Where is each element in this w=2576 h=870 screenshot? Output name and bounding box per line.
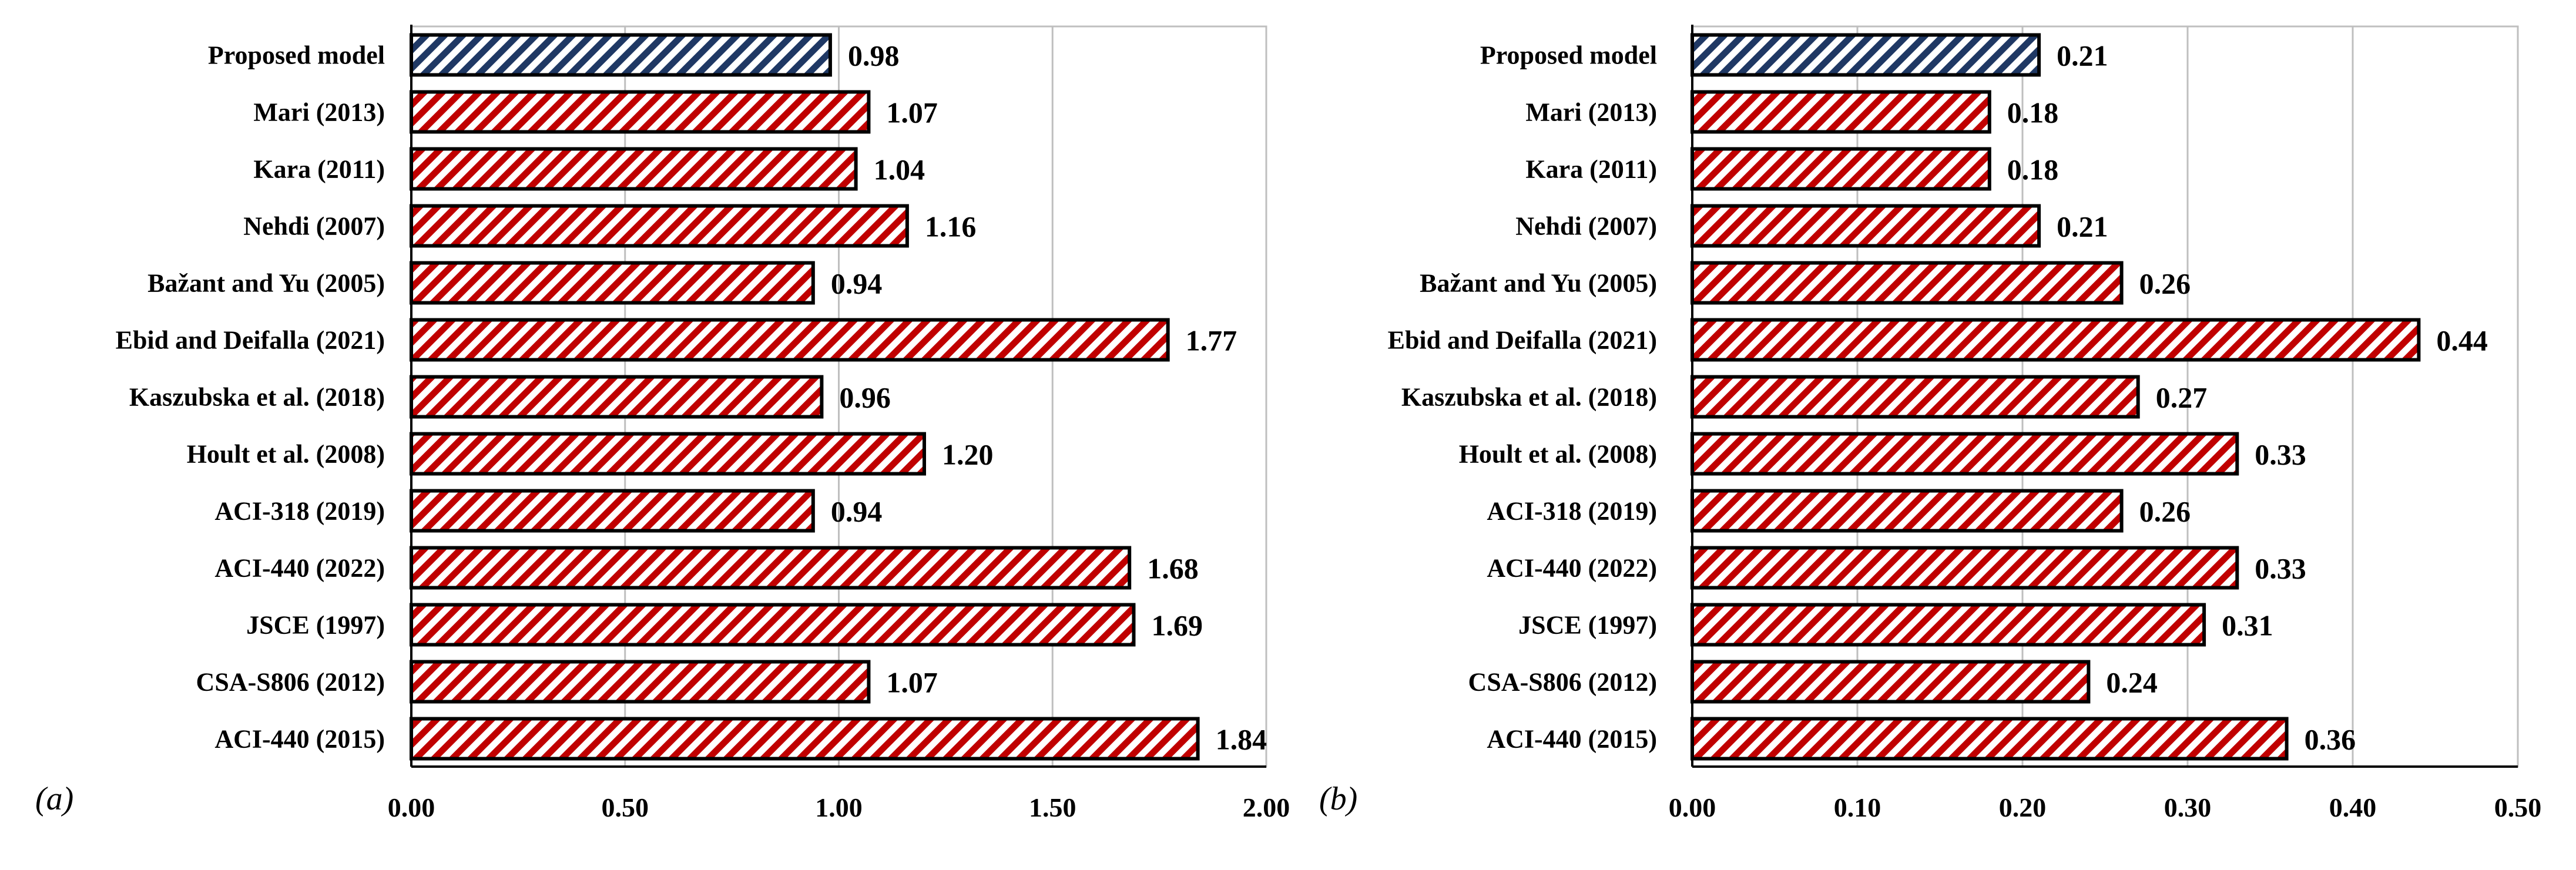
category-label: Mari (2013) (1525, 98, 1657, 127)
data-label: 0.33 (2255, 438, 2306, 471)
bar (1690, 147, 1991, 191)
data-label: 1.16 (925, 210, 977, 243)
category-label: CSA-S806 (2012) (196, 668, 385, 697)
chart-panel-a: 0.00 0.50 1.00 1.50 2.00 Proposed model 0.98 Ma… (35, 25, 1290, 822)
bar (410, 603, 1136, 647)
data-label: 1.84 (1216, 723, 1267, 756)
bar (1690, 204, 2041, 248)
bar (410, 717, 1200, 761)
x-tick-label: 2.00 (1243, 792, 1290, 822)
x-tick-label: 0.50 (602, 792, 649, 822)
bar (410, 147, 858, 191)
x-tick-label: 1.50 (1029, 792, 1076, 822)
bar (1690, 375, 2140, 419)
category-label: ACI-318 (2019) (214, 497, 385, 526)
data-label: 0.24 (2106, 666, 2158, 699)
bar (1690, 432, 2239, 476)
category-label: ACI-440 (2022) (214, 554, 385, 583)
bar (410, 546, 1132, 590)
chart-panel-b: 0.00 0.10 0.20 0.30 0.40 0.50 Proposed model 0.… (1319, 25, 2541, 822)
data-label: 1.77 (1186, 324, 1237, 357)
category-label: Ebid and Deifalla (2021) (1388, 326, 1657, 355)
category-label: Kaszubska et al. (2018) (129, 383, 385, 412)
data-label: 1.20 (942, 438, 994, 471)
category-label: Kara (2011) (253, 155, 385, 184)
bar (410, 261, 815, 305)
category-label: CSA-S806 (2012) (1468, 668, 1657, 697)
x-tick-label: 0.30 (2164, 792, 2212, 822)
data-label: 0.18 (2007, 96, 2059, 129)
bar (1690, 717, 2289, 761)
data-label: 0.94 (831, 495, 883, 528)
data-label: 1.07 (886, 666, 938, 699)
category-label: Nehdi (2007) (1515, 212, 1657, 241)
bar (410, 375, 824, 419)
x-tick-label: 0.40 (2329, 792, 2377, 822)
data-label: 0.26 (2139, 267, 2191, 300)
category-label: Proposed model (1480, 41, 1657, 70)
data-label: 1.69 (1151, 609, 1203, 642)
bar (1690, 603, 2206, 647)
category-label: ACI-440 (2015) (1487, 725, 1657, 754)
x-tick-label: 0.00 (1669, 792, 1716, 822)
bar (1690, 318, 2421, 362)
data-label: 0.94 (831, 267, 883, 300)
category-label: Mari (2013) (253, 98, 385, 127)
data-label: 1.07 (886, 96, 938, 129)
category-label: Bažant and Yu (2005) (147, 269, 385, 298)
bar (410, 90, 871, 134)
category-label: ACI-440 (2022) (1487, 554, 1657, 583)
data-label: 0.98 (848, 39, 900, 72)
bar (1690, 90, 1991, 134)
data-label: 1.68 (1147, 552, 1199, 585)
category-label: JSCE (1997) (246, 611, 385, 640)
data-label: 0.31 (2222, 609, 2273, 642)
data-label: 0.33 (2255, 552, 2306, 585)
category-label: Kara (2011) (1525, 155, 1657, 184)
data-label: 0.26 (2139, 495, 2191, 528)
category-label: JSCE (1997) (1518, 611, 1657, 640)
bar (1690, 546, 2239, 590)
category-label: ACI-440 (2015) (214, 725, 385, 754)
category-label: Bažant and Yu (2005) (1420, 269, 1657, 298)
data-label: 0.27 (2156, 381, 2208, 414)
category-label: Proposed model (208, 41, 385, 70)
category-label: Hoult et al. (2008) (187, 440, 385, 469)
panel-label: (b) (1319, 781, 1357, 817)
bar (1690, 261, 2124, 305)
x-tick-label: 0.20 (1999, 792, 2047, 822)
bar-proposed-model (1690, 33, 2041, 77)
x-tick-label: 0.10 (1834, 792, 1881, 822)
bar-proposed-model (410, 33, 832, 77)
data-label: 0.18 (2007, 153, 2059, 186)
bar (1690, 660, 2091, 704)
category-label: Ebid and Deifalla (2021) (116, 326, 385, 355)
bar (410, 660, 871, 704)
category-label: Nehdi (2007) (243, 212, 385, 241)
x-tick-label: 0.00 (388, 792, 435, 822)
data-label: 0.44 (2436, 324, 2488, 357)
data-label: 1.04 (874, 153, 925, 186)
category-label: Kaszubska et al. (2018) (1401, 383, 1657, 412)
bar (410, 432, 926, 476)
x-tick-label: 1.00 (815, 792, 863, 822)
data-label: 0.21 (2057, 39, 2108, 72)
bar (1690, 489, 2124, 533)
panel-label: (a) (35, 781, 73, 817)
data-label: 0.21 (2057, 210, 2108, 243)
data-label: 0.36 (2305, 723, 2356, 756)
bar (410, 489, 815, 533)
data-label: 0.96 (839, 381, 891, 414)
bar (410, 318, 1170, 362)
category-label: ACI-318 (2019) (1487, 497, 1657, 526)
x-tick-label: 0.50 (2494, 792, 2542, 822)
category-label: Hoult et al. (2008) (1459, 440, 1657, 469)
bar (410, 204, 909, 248)
